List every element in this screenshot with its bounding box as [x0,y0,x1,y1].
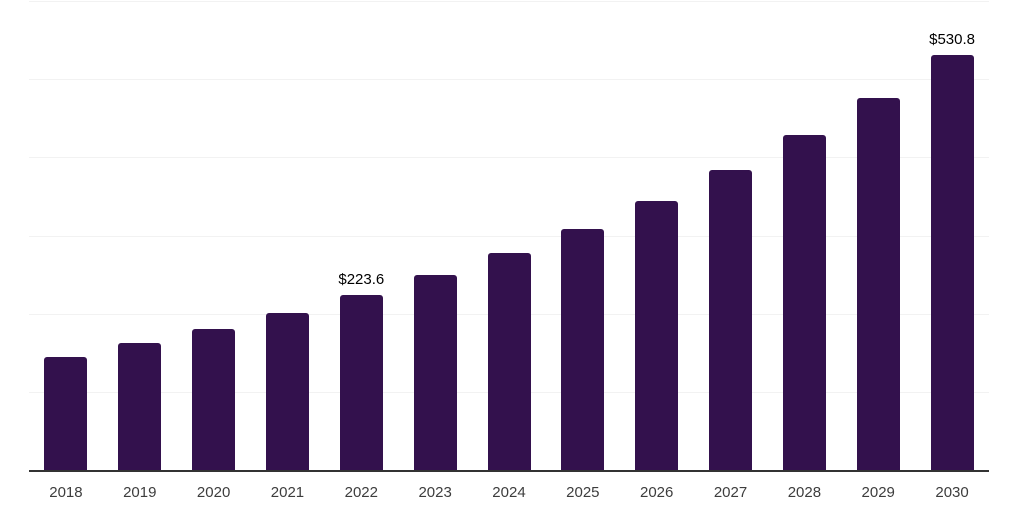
x-axis-label: 2021 [270,484,305,501]
bar-value-label: $530.8 [929,31,976,49]
bar-2020 [192,329,236,470]
gridline [29,235,989,237]
bar-value-label: $223.6 [338,271,385,289]
bar-2030 [930,55,974,470]
x-axis-label: 2019 [123,484,157,501]
bar-2025 [561,229,605,470]
bar-2021 [265,313,309,470]
gridline [29,79,989,81]
x-axis-label: 2023 [418,484,452,501]
x-axis-label: 2028 [787,484,822,501]
bar-2024 [487,253,531,470]
x-axis-label: 2026 [640,484,674,501]
x-axis-label: 2025 [566,484,600,501]
bar-2029 [856,97,900,470]
bar-2019 [118,343,162,470]
gridline [29,1,989,2]
x-axis-label: 2018 [49,484,83,501]
gridline [29,157,989,159]
x-axis-label: 2022 [344,484,378,501]
x-axis-label: 2029 [861,484,895,501]
bar-2018 [44,356,88,470]
x-axis-label: 2024 [492,484,526,501]
bar-2023 [413,275,457,470]
plot-area: $223.6 $530.8 [29,1,989,472]
bar-2022 [339,295,383,470]
x-axis-label: 2020 [196,484,231,501]
bar-2028 [782,135,826,470]
x-axis-label: 2030 [935,484,969,501]
bar-2026 [635,201,679,470]
x-axis-label: 2027 [713,484,748,501]
bar-2027 [709,170,753,470]
